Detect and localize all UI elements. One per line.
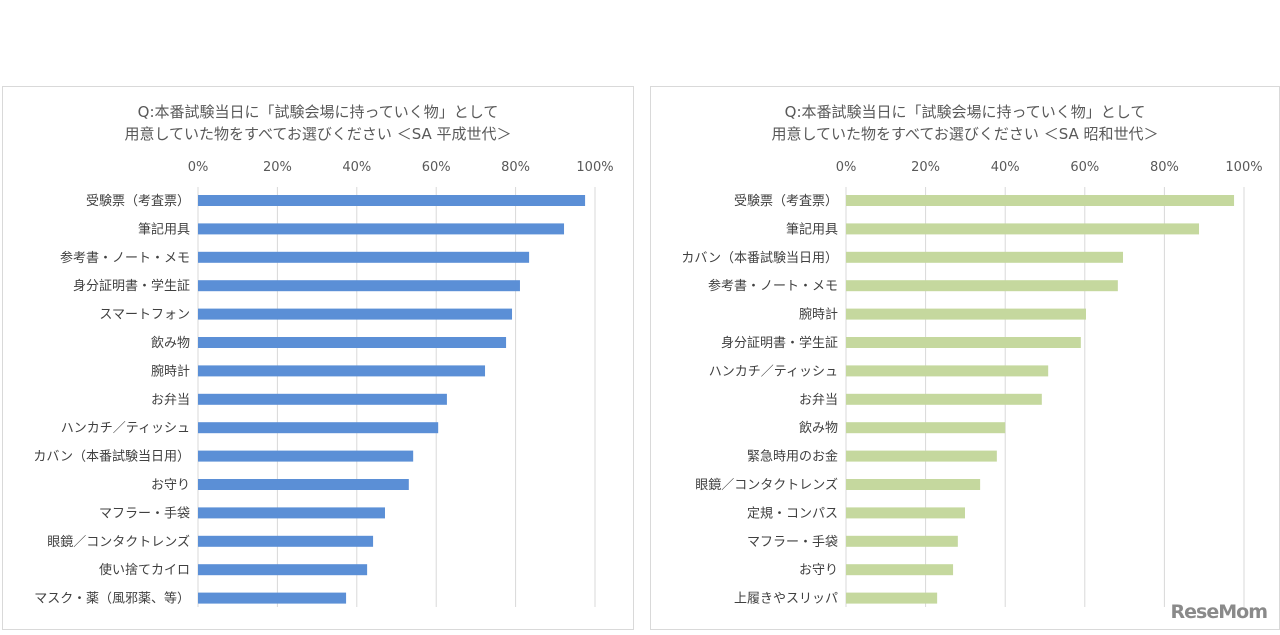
category-label: 眼鏡／コンタクトレンズ — [47, 534, 190, 550]
category-label: 使い捨てカイロ — [99, 562, 190, 578]
bar — [846, 479, 981, 490]
tick-label: 0% — [188, 160, 209, 175]
bar — [846, 393, 1042, 405]
category-label: 参考書・ノート・メモ — [60, 250, 190, 266]
bar — [846, 592, 938, 604]
category-label: 筆記用具 — [138, 221, 190, 237]
bar — [198, 337, 507, 348]
chart-title: Q:本番試験当日に「試験会場に持っていく物」として 用意していた物をすべてお選び… — [771, 103, 1159, 143]
resemom-logo: ReseMom — [1170, 601, 1268, 623]
tick-label: 80% — [501, 160, 530, 175]
chart-showa: Q:本番試験当日に「試験会場に持っていく物」として 用意していた物をすべてお選び… — [650, 86, 1280, 630]
bar — [198, 223, 565, 235]
category-label: 受験票（考査票） — [86, 194, 190, 209]
bar — [846, 422, 1006, 434]
bar — [198, 308, 513, 320]
tick-label: 100% — [1225, 160, 1262, 175]
category-label: スマートフォン — [99, 308, 190, 323]
bar — [198, 479, 409, 490]
bar — [198, 195, 586, 206]
bar — [198, 507, 385, 519]
tick-label: 100% — [576, 160, 613, 175]
category-label: 緊急時用のお金 — [747, 449, 838, 465]
category-label: 参考書・ノート・メモ — [708, 278, 838, 294]
tick-label: 60% — [422, 160, 451, 175]
bar — [846, 337, 1081, 348]
bar — [846, 450, 997, 462]
bar — [846, 308, 1086, 320]
bar — [198, 592, 347, 604]
bar — [198, 280, 520, 292]
bar — [846, 535, 958, 547]
tick-label: 40% — [342, 160, 371, 175]
category-label: お弁当 — [799, 393, 838, 408]
category-label: カバン（本番試験当日用） — [681, 250, 838, 266]
bar — [846, 507, 966, 519]
category-label: マフラー・手袋 — [747, 535, 838, 550]
category-label: 定規・コンパス — [747, 506, 838, 521]
tick-label: 20% — [911, 160, 940, 175]
category-label: ハンカチ／ティッシュ — [61, 421, 190, 436]
chart-plot: 0% 20% 40% 60% 80% 100% 受験票（考査票） 筆記用具カバン（本番試験当日… — [681, 160, 1263, 607]
bar — [198, 422, 439, 434]
category-label: 飲み物 — [799, 420, 838, 436]
chart-heisei: Q:本番試験当日に「試験会場に持っていく物」として 用意していた物をすべてお選び… — [2, 86, 634, 630]
category-label: 腕時計 — [799, 307, 838, 323]
chart-title: Q:本番試験当日に「試験会場に持っていく物」として 用意していた物をすべてお選び… — [124, 103, 512, 143]
bar — [198, 251, 530, 263]
bar — [846, 280, 1118, 292]
category-label: 身分証明書・学生証 — [721, 335, 838, 351]
bar — [846, 564, 954, 576]
chart-plot: 0% 20% 40% 60% 80% 100% 受験票（考査票） 筆記用具参考書・ノート・メモ… — [33, 160, 614, 607]
bar — [846, 195, 1235, 206]
category-label: マフラー・手袋 — [99, 506, 190, 521]
category-label: 上履きやスリッパ — [734, 592, 838, 607]
bar — [846, 365, 1049, 377]
category-label: お守り — [799, 563, 838, 578]
category-label: お守り — [151, 478, 190, 493]
tick-label: 40% — [991, 160, 1020, 175]
bar — [198, 365, 486, 377]
tick-label: 0% — [836, 160, 857, 175]
tick-label: 60% — [1070, 160, 1099, 175]
tick-label: 80% — [1150, 160, 1179, 175]
bar — [198, 450, 414, 462]
bar — [198, 564, 368, 576]
category-label: 受験票（考査票） — [734, 194, 838, 209]
category-label: 腕時計 — [151, 363, 190, 379]
bar — [846, 223, 1200, 235]
category-label: 飲み物 — [151, 335, 190, 351]
bar — [198, 393, 447, 405]
bar — [846, 251, 1124, 263]
bar — [198, 535, 374, 547]
category-label: ハンカチ／ティッシュ — [709, 364, 838, 379]
category-label: 身分証明書・学生証 — [73, 278, 190, 294]
category-label: マスク・薬（風邪薬、等） — [34, 591, 190, 607]
category-label: お弁当 — [151, 393, 190, 408]
category-label: カバン（本番試験当日用） — [33, 449, 190, 465]
category-label: 眼鏡／コンタクトレンズ — [695, 477, 838, 493]
tick-label: 20% — [263, 160, 292, 175]
category-label: 筆記用具 — [786, 221, 838, 237]
